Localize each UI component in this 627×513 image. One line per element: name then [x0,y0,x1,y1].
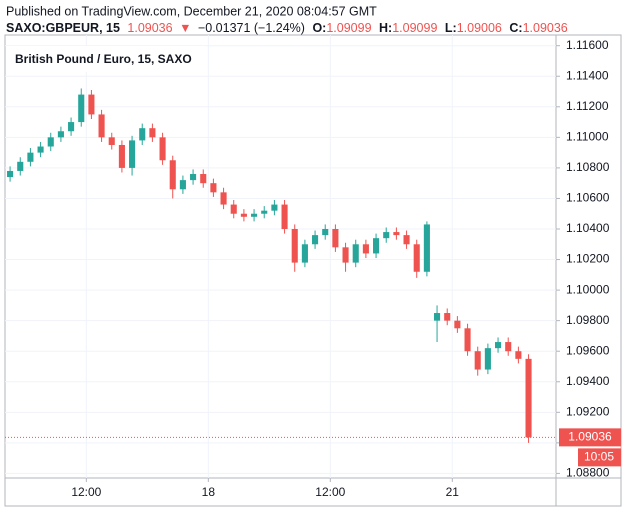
y-tick-label: 1.09200 [566,404,610,418]
candle-body [17,161,24,171]
candle-body [434,313,441,321]
countdown-label: 10:05 [584,450,614,464]
y-tick-label: 1.10800 [566,160,610,174]
y-tick-label: 1.11200 [566,99,609,113]
candle-body [291,229,298,263]
candle-body [27,152,34,162]
candle-body [37,146,44,153]
candle-body [200,174,207,184]
y-tick-label: 1.09400 [566,374,610,388]
candle-body [78,94,85,123]
candle-body [525,358,532,438]
candle-body [444,313,451,321]
y-tick-label: 1.09600 [566,343,610,357]
candle-body [403,235,410,245]
candle-body [149,128,156,138]
countdown-box [578,448,621,467]
x-tick-label: 12:00 [315,485,345,499]
high-value: 1.09099 [392,21,437,35]
candle-body [261,210,268,214]
grid [5,35,556,478]
x-tick-label: 21 [446,485,460,499]
candle-body [210,183,217,193]
candle-body [342,247,349,263]
candle-body [220,192,227,205]
candle-body [118,144,125,168]
candle-body [7,170,14,178]
candle-body [230,204,237,214]
candle-body [352,244,359,263]
candle-body [190,174,197,181]
y-tick-label: 1.09800 [566,313,610,327]
candle-body [159,137,166,161]
close-value: 1.09036 [523,21,568,35]
candle-body [129,140,136,168]
y-tick-label: 1.10600 [566,191,610,205]
close-label: C: [509,21,522,35]
candle-body [474,351,481,370]
candle-body [47,137,54,147]
candle-body [281,204,288,230]
y-tick-label: 1.11000 [566,130,609,144]
legend-bg [6,46,206,72]
chart-frame [4,34,622,507]
symbol: SAXO:GBPEUR, 15 [6,21,120,35]
candle-body [322,229,329,236]
y-tick-label: 1.08800 [566,466,610,480]
candle-body [271,204,278,211]
open-value: 1.09099 [326,21,371,35]
candle-body [413,244,420,272]
last-price: 1.09036 [127,21,172,35]
high-label: H: [379,21,392,35]
candle-body [515,351,522,359]
change: −0.01371 (−1.24%) [198,21,305,35]
candle-body [362,244,369,254]
candle-body [505,342,512,352]
y-tick-label: 1.10000 [566,282,610,296]
y-tick-label: 1.11400 [566,68,609,82]
low-label: L: [445,21,457,35]
candle-body [393,232,400,236]
last-price-label: 1.09036 [568,430,612,444]
change-arrow: ▼ [179,21,191,35]
candle-body [383,232,390,239]
candle-body [332,229,339,248]
open-label: O: [312,21,326,35]
candle-body [495,342,502,349]
candle-body [454,320,461,329]
candle-body [301,244,308,263]
candle-body [312,235,319,245]
published-note: Published on TradingView.com, December 2… [6,4,377,18]
candle-body [68,122,75,132]
low-value: 1.09006 [457,21,502,35]
candle-body [108,137,115,145]
y-tick-label: 1.10400 [566,221,610,235]
candle-body [373,238,380,254]
chart-title: British Pound / Euro, 15, SAXO [15,52,192,66]
candle-body [169,160,176,190]
candle-body [88,94,95,115]
y-tick-label: 1.11600 [566,38,609,52]
candle-body [240,213,247,217]
candle-body [139,128,146,141]
candle-body [57,131,64,138]
last-price-box [559,428,621,447]
x-tick-label: 12:00 [71,485,101,499]
symbol-line: SAXO:GBPEUR, 15 1.09036 ▼ −0.01371 (−1.2… [6,21,568,35]
candle-body [251,213,258,217]
y-tick-label: 1.10200 [566,252,610,266]
candles [7,88,532,443]
candle-body [98,114,105,138]
candle-body [179,180,186,190]
candle-body [423,224,430,272]
candle-body [484,348,491,370]
x-tick-label: 18 [202,485,216,499]
candle-body [464,328,471,352]
